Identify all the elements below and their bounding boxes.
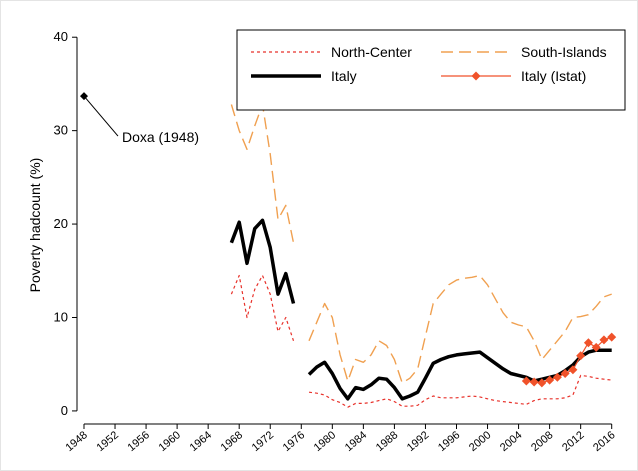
y-tick-label: 40 [54,29,68,44]
y-tick-label: 30 [54,123,68,138]
series-marker [591,342,601,352]
legend-label: Italy [331,68,357,84]
series-marker [521,376,531,386]
series-marker [607,332,617,342]
legend-label: North-Center [331,44,412,60]
point-marker [79,92,88,101]
y-tick-label: 10 [54,309,68,324]
legend-marker [471,71,481,81]
series-marker [537,378,547,388]
series-marker [552,372,562,382]
legend-box [236,29,626,111]
series-marker [583,338,593,348]
y-tick-label: 0 [61,403,68,418]
annotation-leader [83,95,119,137]
series-marker [568,365,578,375]
y-tick-label: 20 [54,216,68,231]
y-axis-label: Poverty hadcount (%) [27,158,43,293]
legend-label: South-Islands [521,44,607,60]
series-line [230,274,612,408]
series-marker [599,335,609,345]
series-marker [576,351,586,361]
series-marker [545,375,555,385]
legend-label: Italy (Istat) [521,68,586,84]
series-marker [529,377,539,387]
annotation: Doxa (1948) [122,129,199,145]
series-marker [560,369,570,379]
